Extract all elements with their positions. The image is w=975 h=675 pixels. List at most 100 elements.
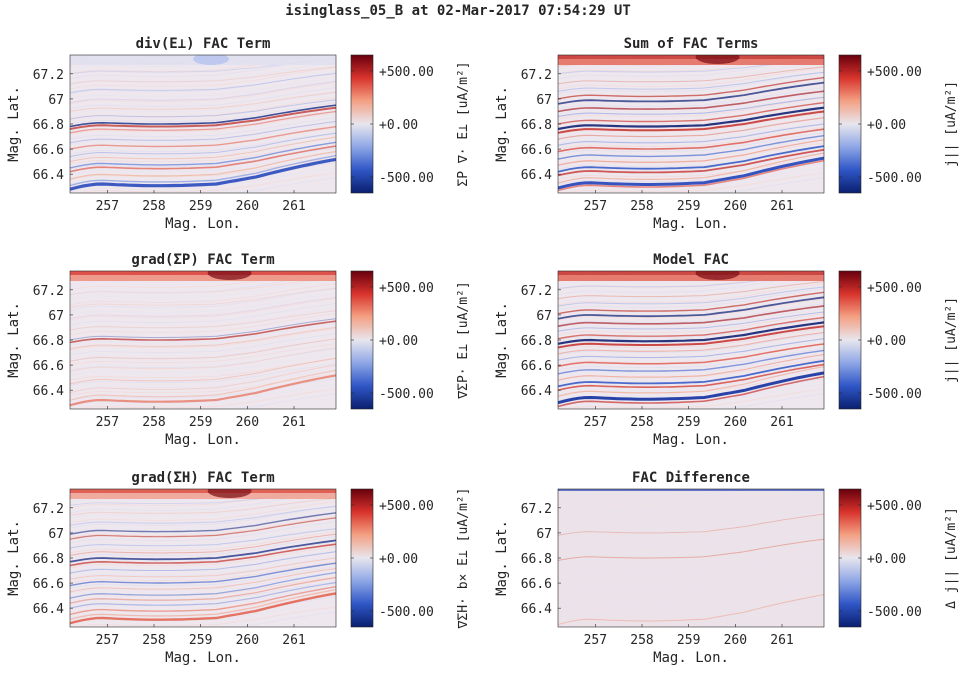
heatmap-band (558, 291, 824, 315)
heatmap-texture-band (558, 157, 824, 180)
heatmap-texture-band (558, 348, 824, 371)
heatmap-band (558, 145, 824, 173)
heatmap-texture-band (70, 62, 336, 85)
y-tick-label: 66.8 (521, 334, 552, 349)
panel-title: FAC Difference (632, 470, 750, 486)
colorbar-tick-label: +500.00 (867, 65, 922, 80)
heatmap-texture-band (558, 303, 824, 326)
heatmap-texture-band (558, 489, 747, 499)
heatmap-texture-band (558, 283, 824, 306)
heatmap-texture-band (558, 556, 824, 579)
heatmap-band (70, 106, 336, 130)
heatmap-band (558, 139, 824, 166)
colorbar-label: Δ j|| [uA/m²] (944, 507, 959, 609)
heatmap-texture-band (70, 516, 336, 539)
heatmap-texture-band (558, 489, 776, 504)
x-tick-label: 259 (189, 415, 212, 430)
heatmap-band (558, 311, 824, 332)
heatmap-band (70, 338, 336, 362)
heatmap-bands (70, 271, 336, 409)
y-tick-label: 67 (48, 309, 64, 324)
y-tick-label: 66.6 (33, 359, 64, 374)
heatmap-band (70, 571, 336, 599)
heatmap-band (558, 156, 824, 190)
colorbar (350, 54, 374, 194)
heatmap-hotspot (207, 271, 252, 280)
panel-div-e: 257 258 259 260 261 66.4 66.6 66.8 67 67.2 Mag. Lo… (6, 36, 471, 232)
heatmap-hotspot (695, 271, 740, 280)
heatmap-texture-band (558, 586, 824, 609)
y-tick-label: 66.6 (33, 143, 64, 158)
x-tick-label: 260 (724, 199, 747, 214)
heatmap-texture-band (558, 491, 824, 514)
heatmap-band (558, 331, 824, 355)
heatmap-texture-band (70, 92, 336, 115)
heatmap-band (558, 354, 824, 381)
heatmap-texture-band (558, 516, 824, 539)
heatmap-texture-band (70, 303, 336, 326)
heatmap-band (70, 145, 336, 173)
heatmap-band (558, 71, 824, 92)
heatmap-texture-band (558, 531, 824, 554)
heatmap-top-region (558, 55, 824, 59)
y-tick-label: 67.2 (33, 68, 64, 83)
y-tick-label: 66.8 (33, 334, 64, 349)
colorbar (838, 270, 862, 410)
heatmap-texture-band (558, 521, 824, 544)
heatmap-band (70, 91, 336, 112)
heatmap-texture-band (70, 496, 336, 519)
heatmap-band (70, 592, 336, 625)
heatmap-texture-band (558, 496, 824, 519)
heatmap-band (558, 117, 824, 140)
heatmap-texture-band (74, 388, 336, 409)
heatmap-band (558, 325, 824, 349)
colorbar-tick-label: +500.00 (379, 281, 434, 296)
heatmap-band (70, 296, 336, 320)
heatmap-band (558, 110, 824, 134)
x-tick-label: 257 (96, 633, 119, 648)
heatmap-band (70, 80, 336, 104)
y-tick-label: 66.6 (521, 359, 552, 374)
heatmap-band (70, 551, 336, 574)
y-tick-label: 67.2 (33, 502, 64, 517)
y-axis-label: Mag. Lat. (6, 302, 22, 378)
heatmap-band (70, 99, 336, 120)
heatmap-band (70, 543, 336, 567)
heatmap-band (70, 347, 336, 372)
heatmap-texture-band (74, 606, 336, 627)
heatmap-band (558, 76, 824, 100)
heatmap-texture-band (70, 333, 336, 356)
heatmap-texture-band (558, 328, 824, 351)
heatmap-texture-band (70, 283, 336, 306)
heatmap-band (70, 533, 336, 556)
heatmap-texture-band (70, 368, 336, 391)
heatmap-band (70, 277, 336, 296)
x-tick-label: 260 (724, 415, 747, 430)
heatmap-band (558, 128, 824, 153)
panel-title: grad(ΣH) FAC Term (131, 470, 274, 486)
heatmap-band (70, 539, 336, 563)
x-tick-label: 259 (189, 199, 212, 214)
heatmap-band (70, 528, 336, 549)
panel-title: div(E⊥) FAC Term (136, 36, 271, 52)
heatmap-texture-band (558, 489, 809, 509)
x-tick-label: 257 (584, 415, 607, 430)
x-tick-label: 258 (630, 199, 653, 214)
heatmap-texture-band (70, 358, 336, 381)
heatmap-band (558, 81, 824, 105)
heatmap-band (558, 135, 824, 160)
heatmap-texture-band (558, 92, 824, 115)
heatmap-band (70, 320, 336, 344)
heatmap-texture-band (70, 363, 336, 386)
heatmap-band (558, 343, 824, 368)
heatmap-texture-band (232, 393, 336, 409)
heatmap-texture-band (558, 298, 824, 321)
heatmap-texture-band (74, 172, 336, 193)
y-tick-label: 67.2 (33, 284, 64, 299)
heatmap-texture-band (70, 271, 288, 286)
heatmap-texture-band (558, 293, 824, 316)
heatmap-texture-band (70, 489, 288, 504)
heatmap-band (558, 159, 824, 192)
heatmap-texture-band (562, 388, 824, 409)
